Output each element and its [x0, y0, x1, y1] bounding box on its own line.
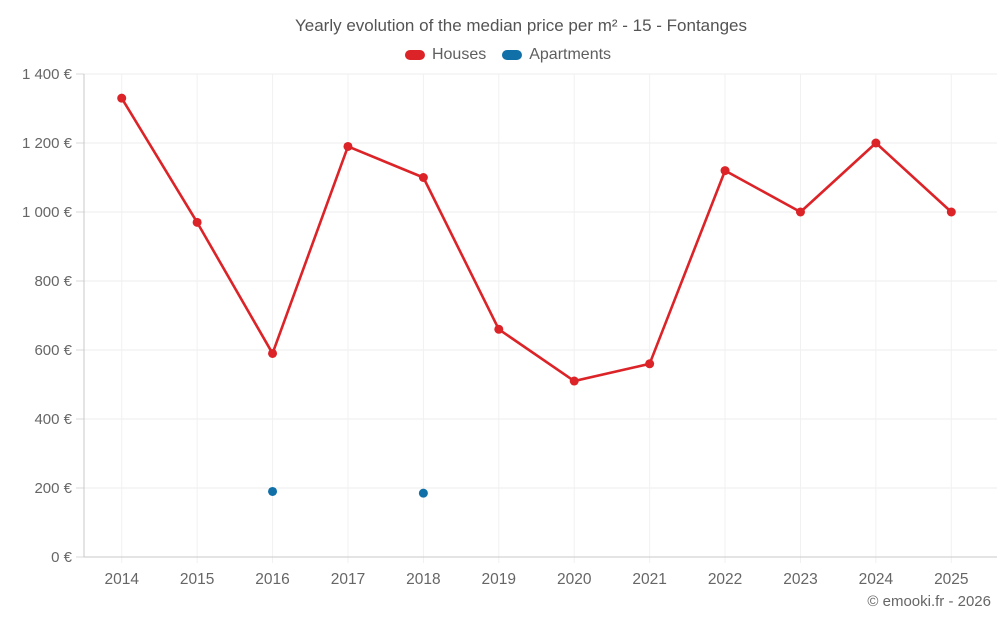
houses-point-2018[interactable]	[418, 173, 428, 182]
x-tick-label: 2023	[783, 571, 817, 588]
houses-point-2017[interactable]	[343, 141, 353, 151]
x-tick-label: 2021	[632, 571, 666, 588]
y-tick-label: 600 €	[34, 342, 72, 359]
legend: Houses Apartments	[404, 46, 611, 64]
copyright: © emooki.fr - 2026	[867, 593, 991, 610]
houses-point-2016[interactable]	[268, 348, 278, 358]
y-tick-label: 1 200 €	[22, 135, 73, 152]
x-tick-label: 2014	[104, 571, 139, 588]
x-tick-label: 2022	[708, 571, 742, 588]
y-tick-label: 1 000 €	[22, 204, 73, 221]
x-tick-label: 2020	[557, 571, 592, 588]
houses-point-2014[interactable]	[117, 93, 127, 103]
apartments-point-2018[interactable]	[418, 488, 428, 498]
apartments-point-2016[interactable]	[268, 486, 278, 496]
x-tick-label: 2024	[859, 571, 894, 588]
y-tick-label: 800 €	[34, 273, 72, 290]
x-tick-label: 2017	[331, 571, 365, 588]
houses-point-2022[interactable]	[720, 166, 730, 176]
houses-point-2025[interactable]	[946, 207, 956, 217]
houses-point-2021[interactable]	[645, 359, 655, 369]
chart-title: Yearly evolution of the median price per…	[294, 16, 748, 35]
x-tick-label: 2025	[934, 571, 968, 588]
x-tick-label: 2018	[406, 571, 440, 588]
y-tick-label: 200 €	[34, 480, 72, 497]
houses-point-2023[interactable]	[795, 207, 805, 217]
legend-item-houses[interactable]: Houses	[404, 46, 487, 64]
apartments-legend-label: Apartments	[529, 46, 612, 63]
legend-item-apartments[interactable]: Apartments	[502, 46, 611, 64]
y-tick-label: 1 400 €	[22, 66, 73, 83]
houses-legend-label: Houses	[431, 46, 487, 63]
houses-point-2019[interactable]	[494, 324, 504, 334]
x-tick-label: 2016	[255, 571, 289, 588]
houses-legend-swatch	[404, 50, 425, 60]
apartments-legend-swatch	[502, 50, 523, 60]
y-tick-label: 400 €	[34, 411, 72, 428]
x-tick-label: 2019	[482, 571, 516, 588]
houses-point-2020[interactable]	[569, 376, 579, 386]
x-tick-label: 2015	[180, 571, 214, 588]
houses-line	[120, 96, 953, 383]
houses-point-2024[interactable]	[871, 138, 881, 148]
houses-point-2015[interactable]	[192, 217, 202, 227]
y-tick-label: 0 €	[51, 549, 73, 566]
